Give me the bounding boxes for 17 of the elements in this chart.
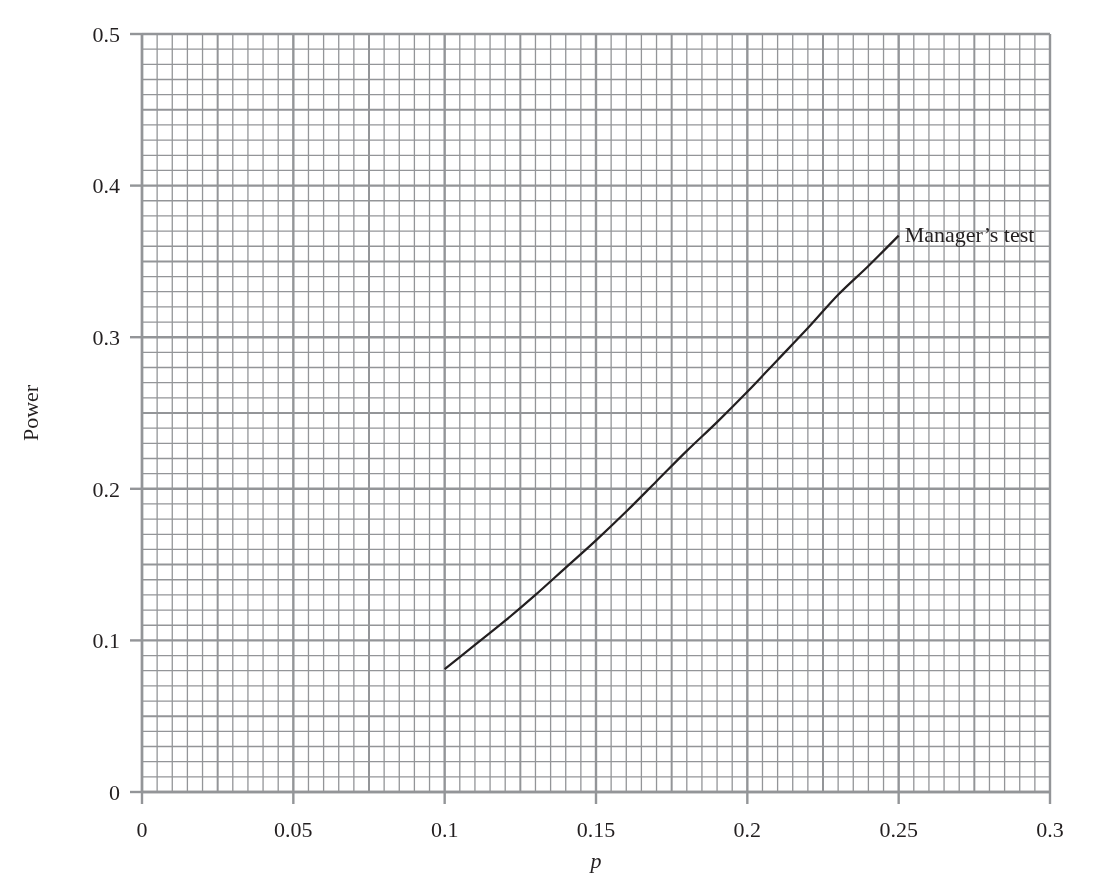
line-series: [443, 234, 900, 671]
x-tick-label: 0.3: [1036, 817, 1064, 842]
x-tick-label: 0.2: [733, 817, 762, 842]
x-tick-label: 0.25: [879, 817, 918, 842]
y-axis-title: Power: [18, 384, 43, 442]
x-axis-title: p: [588, 848, 602, 873]
y-tick-label: 0: [109, 779, 120, 805]
x-tick-label: 0.1: [430, 817, 459, 842]
annotation: Manager’s test: [904, 222, 1035, 248]
y-tick-label: 0.5: [92, 21, 120, 47]
x-tick-label: 0: [136, 817, 148, 842]
y-tick-label: 0.2: [92, 476, 120, 502]
y-tick-label: 0.4: [92, 173, 120, 199]
x-tick-label: 0.05: [274, 817, 313, 842]
y-tick-label: 0.3: [92, 324, 120, 350]
y-tick-label: 0.1: [92, 628, 120, 654]
x-tick-label: 0.15: [576, 817, 616, 842]
